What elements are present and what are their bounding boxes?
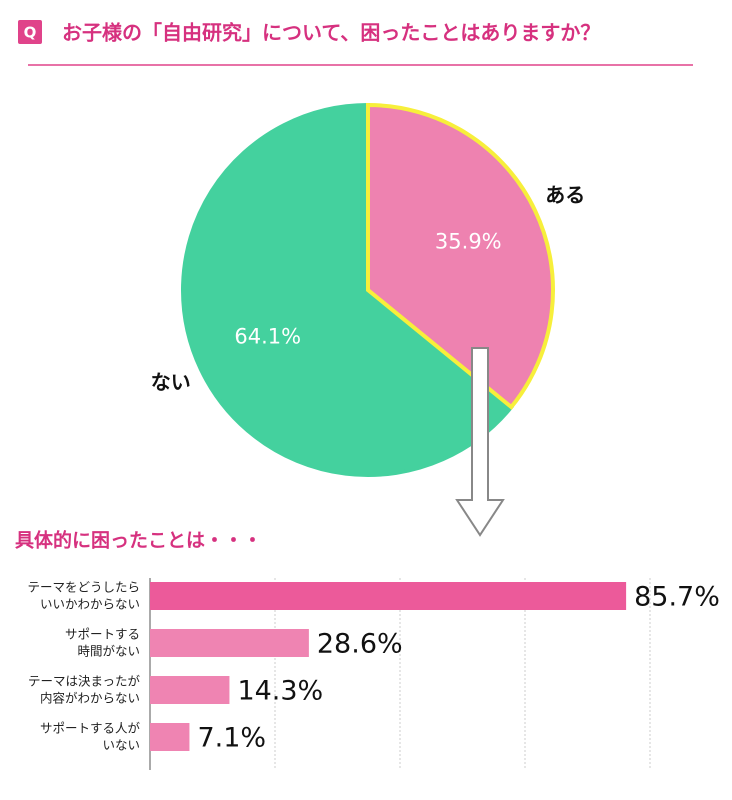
- bar: [150, 676, 230, 704]
- pie-slice: [366, 102, 555, 410]
- slice-label: ない: [151, 370, 191, 394]
- question-title: お子様の「自由研究」について、困ったことはありますか？: [62, 21, 600, 45]
- slice-value-label: 64.1%: [234, 325, 301, 349]
- slice-value-label: 35.9%: [435, 229, 502, 253]
- q-badge-box: [18, 20, 42, 44]
- bar-value-label: 14.3%: [237, 676, 323, 707]
- pie-chart: ある 35.9% ない 64.1%: [151, 102, 585, 477]
- category-label: サポートする時間がない: [65, 626, 140, 658]
- bar-value-label: 85.7%: [634, 582, 720, 613]
- bar: [150, 723, 190, 751]
- category-label: テーマをどうしたらいいかわからない: [27, 579, 140, 611]
- category-label: サポートする人がいない: [40, 720, 141, 752]
- category-label: テーマは決まったが内容がわからない: [28, 673, 141, 705]
- bar-chart: 具体的に困ったことは・・・ 85.7% テーマをどうしたらいいかわからない 28.6%…: [15, 529, 720, 770]
- bar-value-label: 28.6%: [317, 629, 403, 660]
- slice-label: ある: [545, 183, 585, 207]
- q-badge: Q: [24, 24, 37, 42]
- bar: [150, 582, 627, 610]
- arrow: [455, 347, 505, 537]
- bar-chart-title: 具体的に困ったことは・・・: [15, 529, 262, 552]
- bar: [150, 629, 309, 657]
- pie-slice: [181, 102, 515, 477]
- bar-value-label: 7.1%: [197, 723, 266, 754]
